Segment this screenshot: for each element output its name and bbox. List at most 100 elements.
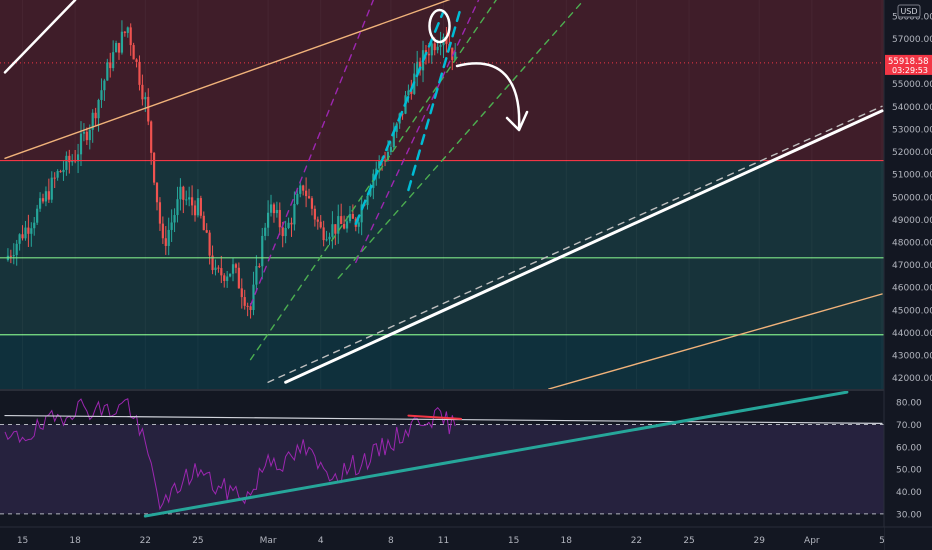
- candle-body: [334, 224, 337, 234]
- rsi-tick-label: 30.00: [896, 510, 922, 520]
- candle-body: [123, 31, 126, 33]
- price-tick-label: 49000.00: [892, 216, 932, 226]
- candle-body: [56, 171, 59, 178]
- candle-body: [82, 131, 86, 134]
- candle-body: [44, 191, 48, 202]
- candle-body: [281, 227, 284, 237]
- price-pane[interactable]: [0, 0, 884, 389]
- trendline-9[interactable]: [354, 10, 445, 226]
- trendline-10[interactable]: [407, 5, 463, 192]
- time-tick-label: Mar: [260, 536, 277, 546]
- trendline-0[interactable]: [4, 0, 461, 160]
- candle-body: [369, 188, 372, 196]
- candle-body: [275, 209, 278, 214]
- candle-body: [296, 193, 299, 205]
- trendline-8[interactable]: [355, 0, 480, 264]
- last-price-label[interactable]: [885, 54, 932, 75]
- peak-circle-annotation[interactable]: [428, 8, 451, 44]
- rsi-background: [0, 391, 884, 525]
- candle-body: [258, 266, 261, 268]
- candle-body: [357, 222, 360, 227]
- arrow-annotation[interactable]: [455, 62, 521, 130]
- candle-body: [445, 36, 448, 44]
- candle-body: [164, 238, 167, 246]
- candle-body: [319, 221, 322, 228]
- candle-body: [407, 90, 410, 96]
- price-tick-label: 45000.00: [892, 306, 932, 316]
- candle-body: [293, 204, 296, 225]
- candle-body: [59, 171, 62, 173]
- candle-body: [94, 112, 97, 119]
- candle-body: [269, 204, 273, 213]
- candle-body: [211, 255, 214, 271]
- candle-body: [68, 155, 71, 163]
- candle-body: [173, 215, 176, 223]
- candle-body: [152, 152, 156, 183]
- candle-body: [100, 90, 103, 100]
- candle-body: [85, 131, 88, 141]
- candle-body: [117, 43, 121, 53]
- trendline-6[interactable]: [337, 0, 585, 279]
- candle-body: [328, 236, 331, 240]
- trendline-1[interactable]: [548, 293, 883, 389]
- rsi-tick-label: 70.00: [896, 421, 922, 431]
- rsi-tick-label: 50.00: [896, 466, 922, 476]
- candle-body: [208, 232, 211, 256]
- price-tick-label: 57000.00: [892, 35, 932, 45]
- candle-body: [112, 52, 115, 69]
- price-tick-label: 51000.00: [892, 171, 932, 181]
- candle-body: [21, 234, 24, 239]
- candle-body: [284, 227, 287, 237]
- candle-body: [155, 182, 159, 203]
- candle-body: [325, 239, 328, 241]
- candle-body: [36, 208, 39, 223]
- candle-body: [287, 222, 290, 228]
- candle-body: [167, 229, 170, 246]
- time-tick-label: 22: [140, 536, 151, 546]
- candle-body: [231, 264, 235, 274]
- time-tick-label: 18: [561, 536, 573, 546]
- rsi-trendline-2[interactable]: [407, 414, 463, 420]
- rsi-pane[interactable]: [0, 391, 884, 525]
- candle-body: [205, 230, 208, 233]
- price-axis-background: [884, 0, 932, 550]
- candle-body: [454, 51, 457, 60]
- candle-body: [401, 113, 404, 115]
- candle-body: [41, 198, 45, 202]
- candle-body: [47, 191, 50, 200]
- candle-body: [310, 198, 314, 209]
- time-tick-label: 29: [753, 536, 765, 546]
- candle-body: [114, 43, 118, 53]
- rsi-trendline-0[interactable]: [4, 414, 883, 424]
- candle-body: [161, 223, 164, 239]
- rsi-trendline-1[interactable]: [143, 391, 849, 518]
- candle-body: [237, 267, 240, 289]
- time-tick-label: Apr: [804, 536, 820, 546]
- rsi-line[interactable]: [4, 398, 456, 511]
- candle-body: [24, 227, 27, 239]
- rsi-tick-label: 80.00: [896, 399, 922, 409]
- candle-body: [129, 27, 132, 46]
- time-tick-label: 8: [388, 536, 394, 546]
- currency-badge[interactable]: [897, 4, 921, 18]
- candle-body: [214, 267, 217, 271]
- candle-body: [188, 197, 191, 200]
- candle-body: [419, 61, 422, 71]
- candle-body: [109, 62, 112, 69]
- rsi-tick-label: 40.00: [896, 488, 922, 498]
- time-tick-label: 15: [508, 536, 519, 546]
- candle-body: [91, 112, 94, 130]
- time-tick-label: 5: [879, 536, 885, 546]
- candle-body: [337, 216, 340, 234]
- candle-body: [33, 222, 36, 229]
- trendline-2[interactable]: [284, 109, 884, 384]
- trendline-4[interactable]: [3, 0, 77, 74]
- trendline-3[interactable]: [267, 105, 883, 383]
- candle-body: [228, 273, 232, 277]
- candle-body: [185, 199, 188, 201]
- price-tick-label: 53000.00: [892, 125, 932, 135]
- time-tick-label: 25: [683, 536, 694, 546]
- price-tick-label: 52000.00: [892, 148, 932, 158]
